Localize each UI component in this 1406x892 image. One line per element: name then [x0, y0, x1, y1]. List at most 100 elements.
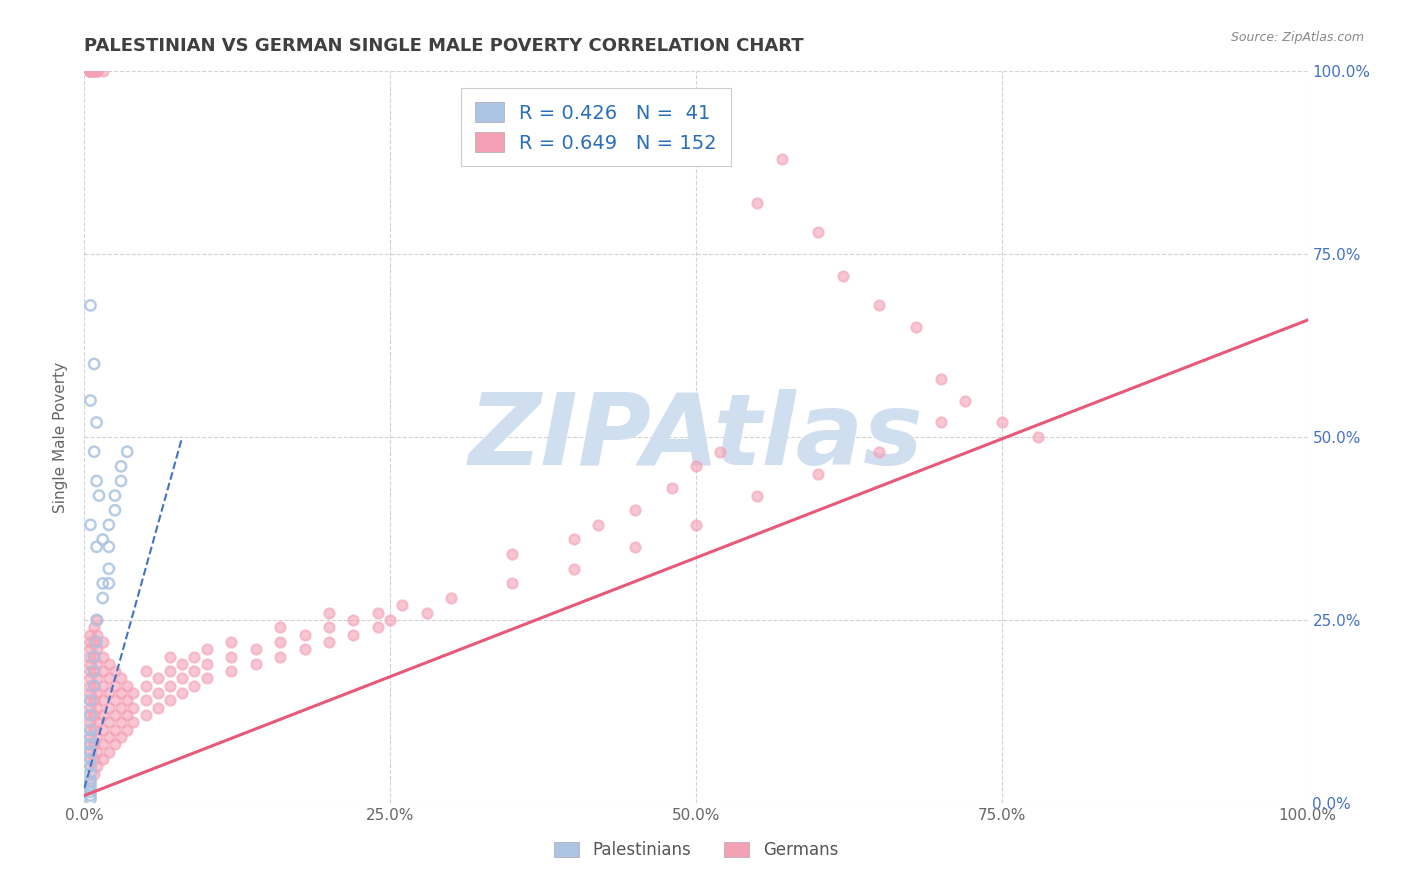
Point	[661, 481, 683, 495]
Point	[79, 686, 101, 700]
Point	[79, 635, 101, 649]
Point	[905, 320, 928, 334]
Point	[79, 393, 101, 408]
Point	[79, 730, 101, 744]
Point	[91, 591, 114, 605]
Point	[79, 730, 101, 744]
Point	[83, 708, 105, 723]
Point	[115, 723, 138, 737]
Point	[991, 416, 1014, 430]
Point	[79, 781, 101, 796]
Point	[86, 64, 108, 78]
Point	[172, 672, 194, 686]
Point	[380, 613, 402, 627]
Point	[97, 576, 120, 591]
Point	[294, 627, 316, 641]
Point	[135, 693, 157, 707]
Point	[79, 700, 101, 714]
Point	[159, 664, 181, 678]
Point	[97, 540, 120, 554]
Point	[79, 679, 101, 693]
Point	[91, 708, 114, 723]
Point	[86, 672, 108, 686]
Point	[115, 708, 138, 723]
Point	[135, 679, 157, 693]
Point	[79, 672, 101, 686]
Point	[86, 540, 108, 554]
Point	[195, 672, 218, 686]
Point	[91, 533, 114, 547]
Point	[83, 766, 105, 780]
Point	[869, 444, 891, 458]
Point	[104, 503, 127, 517]
Point	[87, 489, 110, 503]
Point	[104, 737, 127, 751]
Point	[79, 64, 101, 78]
Point	[172, 657, 194, 671]
Point	[79, 693, 101, 707]
Point	[747, 196, 769, 211]
Point	[83, 693, 105, 707]
Point	[83, 679, 105, 693]
Point	[83, 752, 105, 766]
Point	[318, 635, 340, 649]
Point	[91, 64, 114, 78]
Point	[929, 371, 952, 385]
Point	[79, 737, 101, 751]
Point	[79, 657, 101, 671]
Point	[929, 416, 952, 430]
Point	[318, 606, 340, 620]
Point	[91, 635, 114, 649]
Point	[86, 613, 108, 627]
Point	[219, 649, 242, 664]
Point	[391, 599, 413, 613]
Point	[146, 700, 169, 714]
Point	[624, 540, 647, 554]
Point	[97, 715, 120, 730]
Point	[79, 773, 101, 788]
Point	[115, 679, 138, 693]
Point	[342, 613, 364, 627]
Point	[79, 715, 101, 730]
Point	[502, 576, 524, 591]
Point	[869, 298, 891, 312]
Point	[97, 657, 120, 671]
Point	[97, 700, 120, 714]
Point	[91, 664, 114, 678]
Point	[318, 620, 340, 634]
Point	[104, 489, 127, 503]
Point	[79, 64, 101, 78]
Point	[110, 686, 132, 700]
Point	[953, 393, 976, 408]
Point	[97, 517, 120, 532]
Point	[110, 459, 132, 474]
Point	[79, 517, 101, 532]
Point	[79, 745, 101, 759]
Point	[79, 708, 101, 723]
Point	[770, 152, 793, 166]
Point	[86, 416, 108, 430]
Point	[91, 723, 114, 737]
Point	[79, 627, 101, 641]
Point	[122, 700, 145, 714]
Point	[342, 627, 364, 641]
Point	[83, 64, 105, 78]
Point	[91, 693, 114, 707]
Point	[86, 64, 108, 78]
Point	[183, 649, 205, 664]
Point	[110, 672, 132, 686]
Point	[79, 64, 101, 78]
Point	[104, 693, 127, 707]
Point	[115, 693, 138, 707]
Point	[83, 357, 105, 371]
Point	[86, 715, 108, 730]
Point	[807, 225, 830, 239]
Point	[79, 64, 101, 78]
Point	[135, 664, 157, 678]
Point	[79, 759, 101, 773]
Point	[562, 533, 585, 547]
Point	[83, 444, 105, 458]
Point	[83, 649, 105, 664]
Point	[83, 737, 105, 751]
Legend: Palestinians, Germans: Palestinians, Germans	[546, 833, 846, 868]
